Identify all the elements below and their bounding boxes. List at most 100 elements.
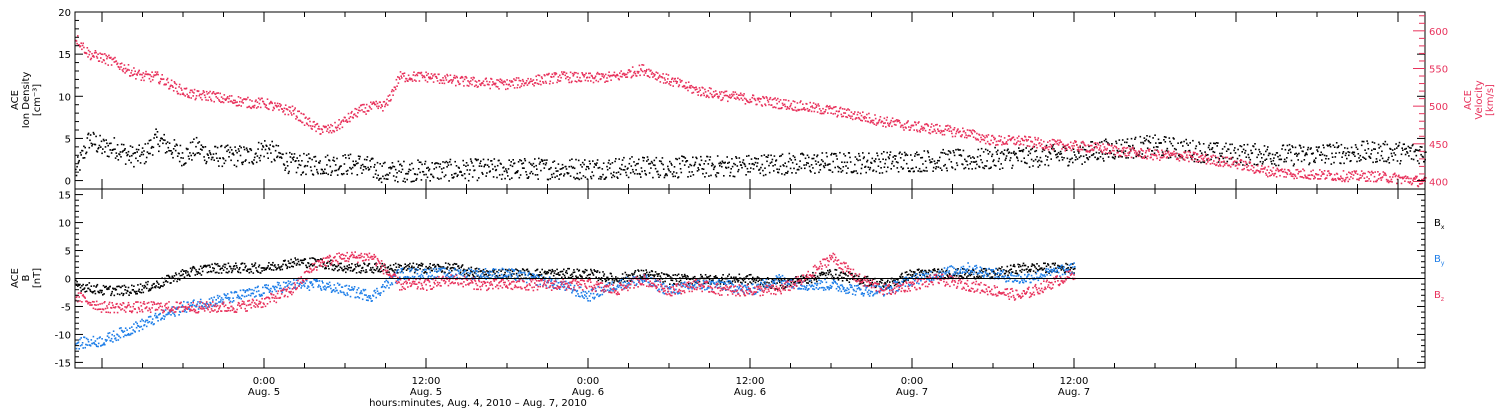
data-point: [1202, 161, 1204, 163]
data-point: [838, 166, 840, 169]
data-point: [169, 85, 172, 88]
data-point: [993, 164, 996, 167]
data-point: [671, 279, 674, 282]
data-point: [604, 280, 607, 283]
data-point: [241, 163, 244, 166]
data-point: [1344, 178, 1347, 181]
data-point: [484, 163, 487, 166]
data-point: [738, 98, 741, 101]
data-point: [1306, 148, 1309, 151]
data-point: [532, 83, 534, 85]
data-point: [1375, 180, 1378, 183]
data-point: [872, 119, 875, 122]
data-point: [922, 126, 925, 129]
data-point: [1309, 178, 1312, 180]
data-point: [578, 178, 581, 181]
data-point: [1221, 152, 1223, 155]
data-point: [704, 274, 707, 276]
data-point: [1186, 142, 1188, 145]
data-point: [511, 81, 514, 83]
data-point: [219, 92, 221, 95]
data-point: [510, 81, 512, 83]
data-point: [649, 162, 651, 165]
data-point: [239, 267, 241, 269]
data-point: [1420, 153, 1422, 156]
data-point: [824, 164, 827, 166]
data-point: [478, 177, 480, 179]
data-point: [1423, 160, 1425, 163]
data-point: [545, 82, 548, 84]
data-point: [1406, 151, 1408, 153]
data-point: [344, 267, 346, 270]
data-point: [874, 117, 877, 120]
data-point: [1388, 162, 1391, 164]
data-point: [403, 72, 406, 74]
data-point: [1028, 136, 1030, 138]
data-point: [515, 79, 517, 81]
data-point: [1266, 169, 1268, 171]
data-point: [115, 152, 118, 154]
data-point: [648, 271, 651, 274]
data-point: [716, 95, 719, 98]
data-point: [645, 70, 647, 73]
data-point: [451, 174, 453, 176]
data-point: [239, 97, 242, 99]
data-point: [672, 274, 674, 276]
data-point: [386, 98, 388, 101]
data-point: [669, 160, 671, 163]
data-point: [563, 173, 566, 175]
data-point: [473, 276, 475, 278]
data-point: [509, 79, 511, 82]
data-point: [1398, 141, 1401, 144]
data-point: [761, 105, 764, 107]
data-point: [1307, 146, 1310, 149]
data-point: [1111, 143, 1113, 145]
data-point: [509, 178, 511, 181]
data-point: [628, 162, 631, 165]
data-point: [212, 267, 214, 269]
data-point: [241, 99, 244, 101]
data-point: [721, 278, 724, 281]
data-point: [616, 73, 618, 76]
data-point: [120, 143, 123, 146]
data-point: [797, 168, 800, 171]
data-point: [848, 152, 851, 154]
data-point: [1297, 172, 1299, 175]
data-point: [176, 90, 178, 93]
data-point: [549, 178, 552, 180]
data-point: [404, 80, 406, 83]
data-point: [702, 87, 704, 89]
data-point: [1207, 161, 1209, 163]
data-point: [1164, 141, 1167, 143]
data-point: [671, 173, 674, 175]
data-point: [853, 170, 855, 172]
data-point: [1243, 144, 1245, 146]
data-point: [861, 119, 863, 122]
data-point: [438, 73, 440, 76]
data-point: [1352, 151, 1354, 153]
data-point: [803, 164, 805, 166]
data-point: [1066, 157, 1069, 160]
data-point: [197, 272, 200, 274]
data-point: [268, 268, 271, 270]
data-point: [324, 126, 326, 129]
data-point: [650, 73, 653, 75]
data-point: [1236, 162, 1238, 164]
data-point: [357, 155, 360, 157]
data-point: [1024, 136, 1027, 138]
data-point: [1259, 160, 1262, 163]
data-point: [566, 172, 568, 174]
data-point: [1076, 144, 1078, 146]
data-point: [1178, 153, 1180, 155]
data-point: [185, 147, 188, 150]
data-point: [1205, 153, 1207, 156]
data-point: [505, 268, 507, 271]
data-point: [511, 275, 513, 277]
data-point: [497, 79, 500, 82]
data-point: [918, 121, 920, 123]
data-point: [275, 105, 278, 107]
data-point: [326, 164, 328, 166]
data-point: [1090, 141, 1092, 143]
data-point: [879, 161, 882, 163]
data-point: [235, 149, 237, 152]
